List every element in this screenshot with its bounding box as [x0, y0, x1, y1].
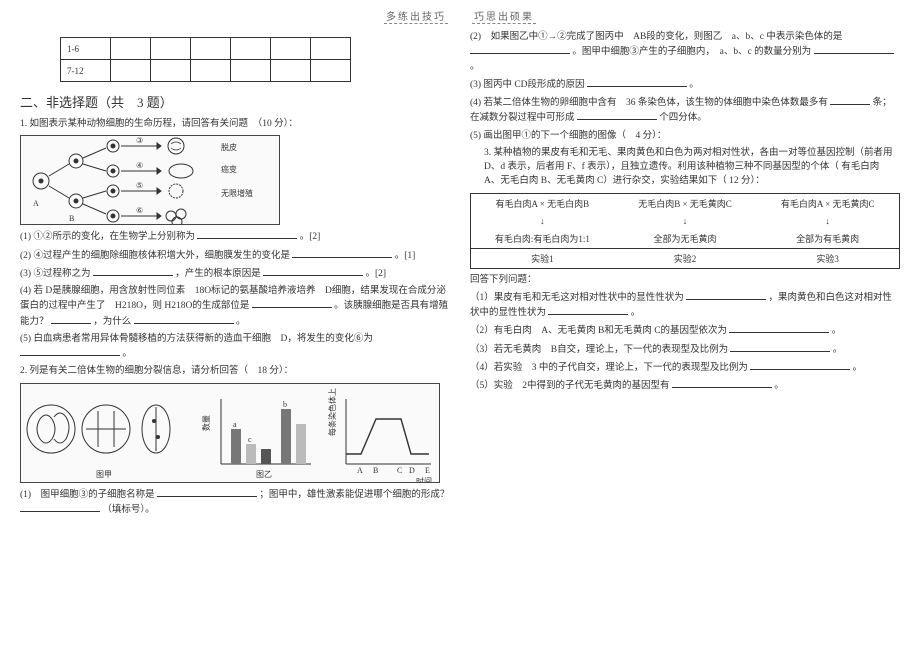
q3-1: （1）果皮有毛和无毛这对相对性状中的显性性状为 ，果肉黄色和白色这对相对性状中的… [470, 290, 900, 321]
answer-grid-table: 1-6 7-12 [60, 37, 351, 82]
q1-2: (2) ④过程产生的细胞除细胞核体积增大外，细胞膜发生的变化是 。[1] [20, 248, 450, 263]
svg-text:③: ③ [136, 136, 143, 145]
svg-text:c: c [248, 435, 252, 444]
q2-2: (2) 如果图乙中①→②完成了图丙中 AB段的变化，则图乙 a、b、c 中表示染… [470, 30, 900, 74]
blank [548, 305, 628, 315]
exp-row-cross: 有毛白肉A × 无毛白肉B 无毛白肉B × 无毛黄肉C 有毛白肉A × 无毛黄肉… [471, 194, 899, 213]
q3-4: （4）若实验 3 中的子代自交，理论上，下一代的表现型及比例为 。 [470, 360, 900, 375]
blank [51, 314, 91, 324]
blank [750, 360, 850, 370]
svg-text:⑤: ⑤ [136, 181, 143, 190]
svg-text:B: B [373, 466, 378, 475]
q1-5: (5) 白血病患者常用异体骨髓移植的方法获得新的造血干细胞 D，将发生的变化⑥为… [20, 332, 450, 362]
blank [197, 229, 297, 239]
svg-text:A: A [357, 466, 363, 475]
q3-stem: 3. 某种植物的果皮有毛和无毛、果肉黄色和白色为两对相对性状，各由一对等位基因控… [470, 146, 900, 189]
blank [263, 266, 363, 276]
svg-text:E: E [425, 466, 430, 475]
svg-text:无限增殖: 无限增殖 [221, 188, 253, 198]
blank [134, 314, 234, 324]
page-header: 多练出技巧 巧思出硕果 [0, 0, 920, 27]
blank [292, 248, 392, 258]
q2-5: (5) 画出图甲①的下一个细胞的图像（ 4 分）： [470, 129, 900, 143]
svg-text:图甲: 图甲 [96, 470, 112, 479]
svg-text:D: D [409, 466, 415, 475]
mitosis-panels: 图甲 a c b 图乙 数量 [21, 384, 440, 483]
left-column: 1-6 7-12 二、非选择题（共 3 题） 1. 如图表示某种动物细胞的生命历… [20, 27, 450, 520]
table-row: 1-6 [61, 38, 351, 60]
q2-4: (4) 若某二倍体生物的卵细胞中含有 36 条染色体，该生物的体细胞中染色体数最… [470, 95, 900, 126]
two-column-layout: 1-6 7-12 二、非选择题（共 3 题） 1. 如图表示某种动物细胞的生命历… [0, 27, 920, 520]
q2-stem: 2. 列是有关二倍体生物的细胞分裂信息，请分析回答（ 18 分）： [20, 364, 450, 378]
svg-text:b: b [283, 400, 287, 409]
exp-row-label: 实验1 实验2 实验3 [471, 248, 899, 268]
svg-text:每条染色体上: 每条染色体上 [327, 388, 337, 436]
blank [470, 44, 570, 54]
blank [93, 266, 173, 276]
q1-3: (3) ⑤过程称之为 ，产生的根本原因是 。[2] [20, 266, 450, 281]
svg-text:C: C [397, 466, 402, 475]
section-title: 二、非选择题（共 3 题） [20, 92, 450, 111]
cell-cycle-diagram: A B ③ ④ ⑤ ⑥ 脱皮 癌变 无限增殖 [21, 136, 280, 225]
blank [729, 323, 829, 333]
blank [252, 298, 332, 308]
svg-text:B: B [69, 214, 74, 223]
q2-3: (3) 图丙中 CD段形成的原因 。 [470, 77, 900, 92]
blank [830, 95, 870, 105]
exp-row-arrow: ↓ ↓ ↓ [471, 213, 899, 229]
q1-diagram: A B ③ ④ ⑤ ⑥ 脱皮 癌变 无限增殖 [20, 135, 280, 225]
header-left: 多练出技巧 [384, 12, 448, 24]
blank [157, 487, 257, 497]
q2-diagrams: 图甲 a c b 图乙 数量 [20, 383, 440, 483]
q3-intro: 回答下列问题： [470, 273, 900, 287]
right-column: (2) 如果图乙中①→②完成了图丙中 AB段的变化，则图乙 a、b、c 中表示染… [470, 27, 900, 520]
q3-5: （5）实验 2中得到的子代无毛黄肉的基因型有 。 [470, 378, 900, 393]
table-row: 7-12 [61, 60, 351, 82]
q3-3: （3）若无毛黄肉 B自交，理论上，下一代的表现型及比例为 。 [470, 342, 900, 357]
svg-text:癌变: 癌变 [221, 164, 237, 174]
svg-text:图乙: 图乙 [256, 470, 272, 479]
q3-2: （2）有毛白肉 A、无毛黄肉 B和无毛黄肉 C的基因型依次为 。 [470, 323, 900, 338]
svg-text:⑥: ⑥ [136, 206, 143, 215]
blank [686, 290, 766, 300]
q1-1: (1) ①②所示的变化，在生物学上分别称为 。[2] [20, 229, 450, 244]
exp-row-result: 有毛白肉:有毛白肉为1:1 全部为无毛黄肉 全部为有毛黄肉 [471, 229, 899, 248]
blank [672, 378, 772, 388]
row-label: 7-12 [61, 60, 111, 82]
svg-text:数量: 数量 [201, 415, 211, 431]
q2-1: (1) 图甲细胞③的子细胞名称是 ；图甲中，雄性激素能促进哪个细胞的形成？ （填… [20, 487, 450, 518]
header-right: 巧思出硕果 [472, 12, 536, 24]
blank [814, 44, 894, 54]
blank [730, 342, 830, 352]
blank [20, 346, 120, 356]
svg-text:时间: 时间 [416, 476, 432, 483]
q1-4: (4) 若 D是胰腺细胞，用含放射性同位素 18O标记的氨基酸培养液培养 D细胞… [20, 284, 450, 329]
svg-text:脱皮: 脱皮 [221, 142, 237, 152]
blank [577, 110, 657, 120]
svg-text:④: ④ [136, 161, 143, 170]
blank [20, 502, 100, 512]
svg-text:a: a [233, 420, 237, 429]
experiment-table: 有毛白肉A × 无毛白肉B 无毛白肉B × 无毛黄肉C 有毛白肉A × 无毛黄肉… [470, 193, 900, 269]
blank [587, 77, 687, 87]
q1-stem: 1. 如图表示某种动物细胞的生命历程，请回答有关问题 （10 分）： [20, 117, 450, 131]
row-label: 1-6 [61, 38, 111, 60]
svg-text:A: A [33, 199, 39, 208]
